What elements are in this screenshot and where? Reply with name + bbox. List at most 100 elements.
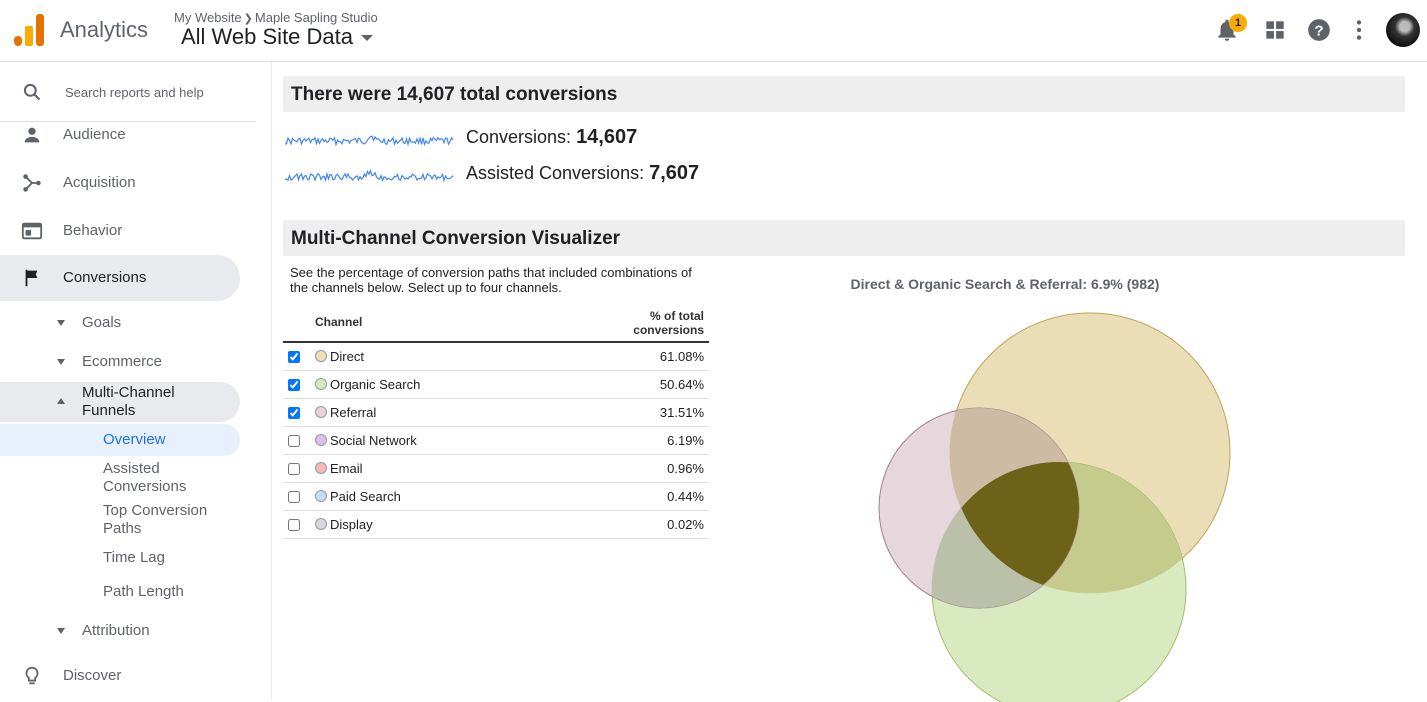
channel-name: Referral [330,404,377,420]
app-name: Analytics [60,17,149,42]
sidebar-item-label: Behavior [63,222,123,239]
checkbox-cell [283,426,315,455]
sidebar-item-audience[interactable]: Audience [0,112,240,158]
sidebar-leaf-overview[interactable]: Overview [0,424,240,456]
channel-color-dot [315,405,327,418]
apps-grid-icon[interactable] [1262,17,1288,43]
channel-checkbox-referral[interactable] [288,407,300,420]
sidebar-item-behavior[interactable]: Behavior [0,208,240,254]
channel-cell: Referral [315,398,534,427]
table-row[interactable]: Direct 61.08% [283,342,709,371]
sidebar-item-conversions[interactable]: Conversions [0,255,240,301]
more-vert-icon[interactable] [1346,17,1372,43]
channel-checkbox-email[interactable] [288,463,300,476]
view-name: All Web Site Data [181,24,354,49]
channel-checkbox-direct[interactable] [288,351,300,364]
triangle-down-icon [57,628,65,634]
channel-color-dot [315,349,327,362]
venn-title: Direct & Organic Search & Referral: 6.9%… [850,276,1160,292]
behavior-icon [21,222,43,240]
sidebar-leaf-assisted-conversions[interactable]: Assisted Conversions [0,460,240,498]
checkbox-cell [283,398,315,427]
search-input[interactable]: Search reports and help [65,85,204,100]
channel-checkbox-organic-search[interactable] [288,379,300,392]
conversions-label: Conversions: [466,127,572,147]
channel-color-dot [315,433,327,446]
channel-pct: 61.08% [533,342,709,371]
breadcrumb-account: My Website [174,10,242,25]
triangle-down-icon [57,359,65,365]
channel-pct: 6.19% [533,426,709,455]
channel-pct: 31.51% [533,398,709,427]
assisted-value: 7,607 [649,162,700,184]
flag-icon [25,269,38,287]
sidebar-subitem-label: Attribution [82,622,150,639]
assisted-conversions-metric: Assisted Conversions: 7,607 [466,162,699,185]
conversions-value: 14,607 [576,126,638,148]
search-bar[interactable]: Search reports and help [0,62,256,122]
triangle-up-icon [57,398,65,404]
pct-column-header: % of total conversions [533,306,709,343]
channel-color-dot [315,517,327,530]
sidebar-item-label: Conversions [63,269,147,286]
main-content: There were 14,607 total conversions Conv… [273,62,1427,702]
channel-name: Display [330,516,373,532]
checkbox-cell [283,342,315,371]
table-row[interactable]: Paid Search 0.44% [283,482,709,511]
sidebar-item-label: Audience [63,126,126,143]
summary-title: There were 14,607 total conversions [283,76,1405,112]
checkbox-cell [283,370,315,399]
chevron-right-icon: ❯ [243,13,253,25]
channel-cell: Direct [315,342,534,371]
channel-pct: 50.64% [533,370,709,399]
channel-pct: 0.02% [533,510,709,539]
table-row[interactable]: Email 0.96% [283,454,709,483]
sidebar-item-discover[interactable]: Discover [0,653,240,699]
help-icon[interactable]: ? [1306,17,1332,43]
pct-column-header-label: % of total conversions [633,309,704,337]
sidebar-subitem-ecommerce[interactable]: Ecommerce [0,353,240,373]
channel-table: Channel % of total conversions Direct 61.… [283,306,709,539]
sidebar-leaf-path-length[interactable]: Path Length [0,583,240,603]
table-row[interactable]: Organic Search 50.64% [283,370,709,399]
channel-cell: Email [315,454,534,483]
table-row[interactable]: Social Network 6.19% [283,426,709,455]
channel-cell: Social Network [315,426,534,455]
checkbox-cell [283,454,315,483]
sidebar-item-acquisition[interactable]: Acquisition [0,160,240,206]
sidebar-subitem-multi-channel-funnels[interactable]: Multi-Channel Funnels [0,382,240,422]
table-row[interactable]: Display 0.02% [283,510,709,539]
analytics-logo-icon[interactable] [14,14,44,46]
channel-color-dot [315,461,327,474]
venn-diagram [878,312,1231,702]
sidebar-subitem-label: Goals [82,314,122,331]
sidebar-leaf-label: Assisted Conversions [103,460,187,495]
channel-pct: 0.96% [533,454,709,483]
channel-checkbox-display[interactable] [288,519,300,532]
sidebar-leaf-label: Path Length [103,583,184,600]
sidebar-leaf-label: Overview [103,431,166,448]
sidebar-leaf-label: Time Lag [103,549,165,566]
sidebar-item-label: Acquisition [63,174,136,191]
channel-cell: Display [315,510,534,539]
channel-checkbox-paid-search[interactable] [288,491,300,504]
table-row[interactable]: Referral 31.51% [283,398,709,427]
channel-column-header: Channel [283,306,534,343]
avatar[interactable] [1386,13,1420,47]
channel-name: Organic Search [330,376,421,392]
channel-pct: 0.44% [533,482,709,511]
caret-down-icon [361,35,374,42]
conversions-metric: Conversions: 14,607 [466,126,637,149]
sidebar-subitem-goals[interactable]: Goals [0,314,240,334]
channel-checkbox-social-network[interactable] [288,435,300,448]
sidebar-leaf-top-conversion-paths[interactable]: Top Conversion Paths [0,502,240,540]
acquisition-icon [23,174,41,192]
conversions-sparkline [285,135,454,147]
channel-color-dot [315,377,327,390]
sidebar-subitem-attribution[interactable]: Attribution [0,622,240,642]
breadcrumb[interactable]: My Website ❯ Maple Sapling Studio [174,10,378,25]
sidebar-leaf-time-lag[interactable]: Time Lag [0,549,240,569]
breadcrumb-property: Maple Sapling Studio [254,10,378,25]
sidebar: Search reports and help Audience Acquisi… [0,62,272,700]
view-selector[interactable]: All Web Site Data [181,24,374,50]
